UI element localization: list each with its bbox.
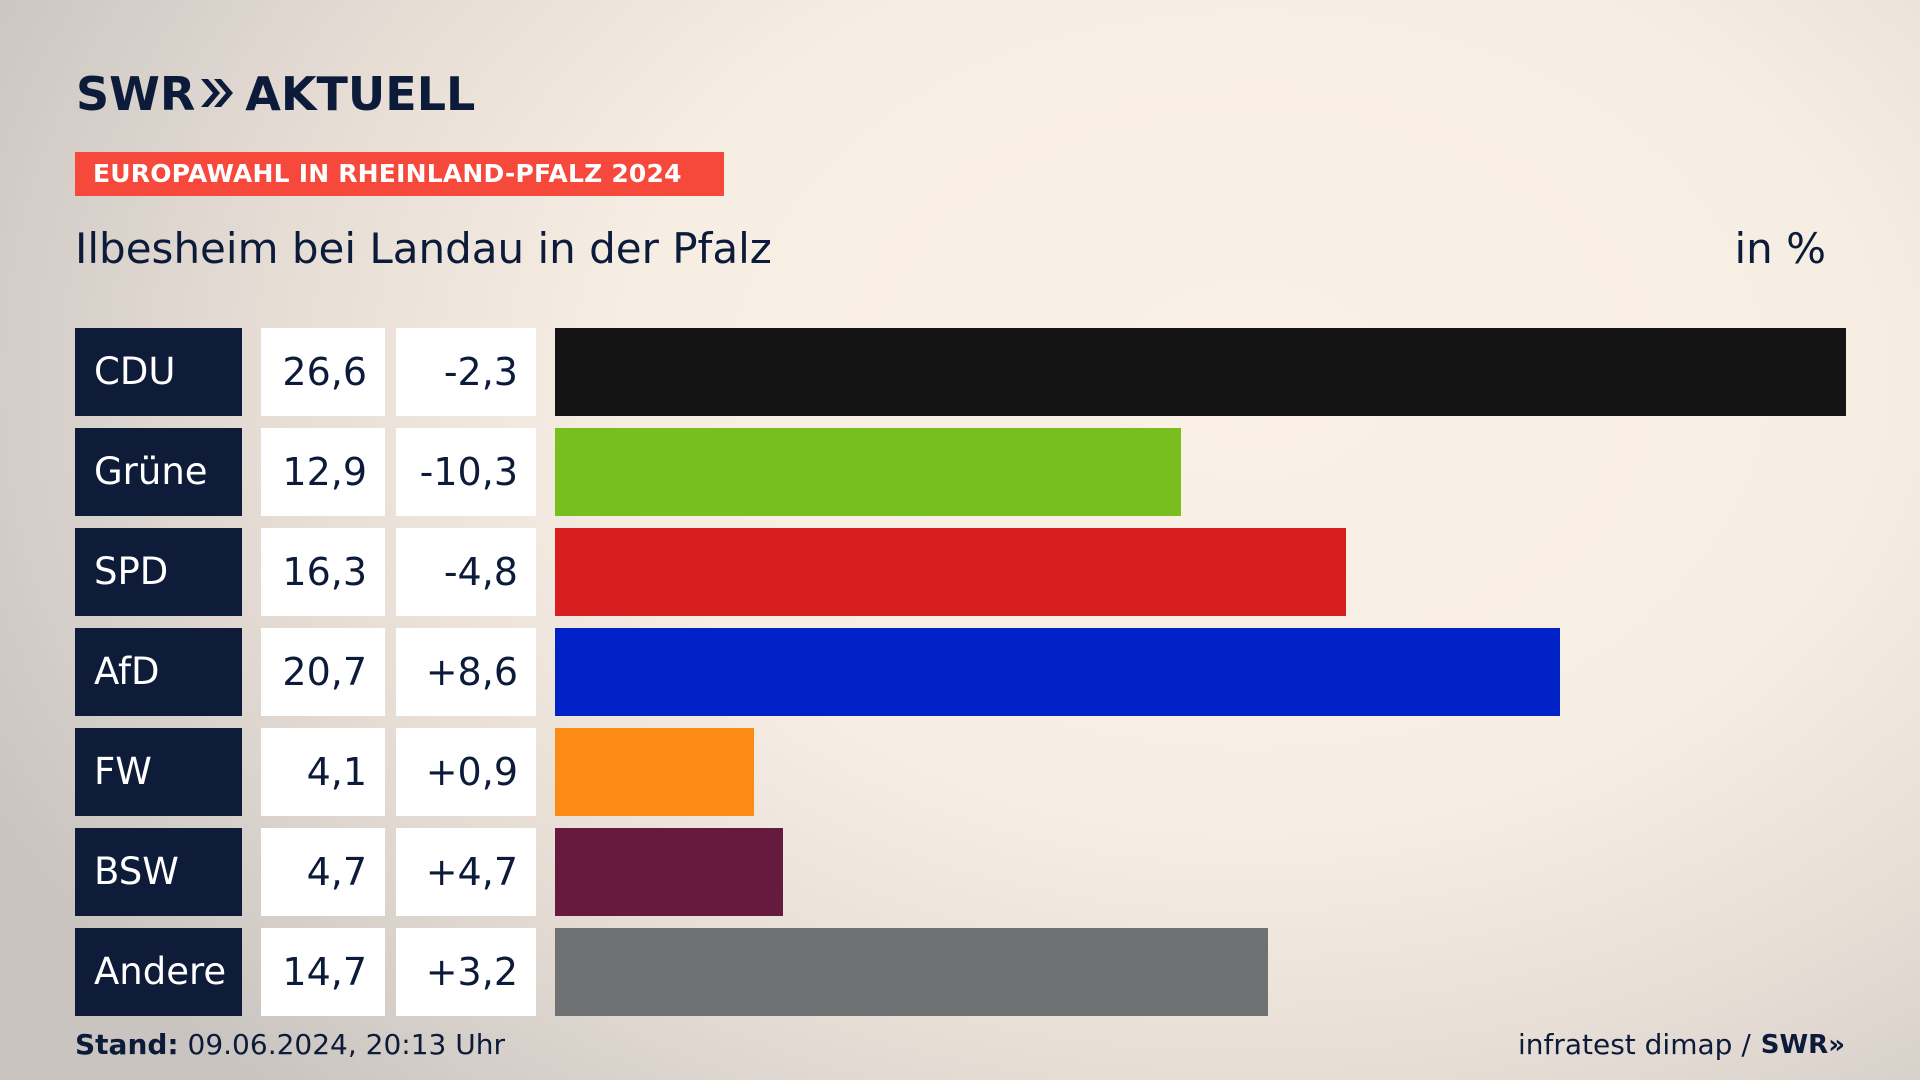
chevron-right-icon [199, 67, 235, 121]
diff-label: +4,7 [396, 828, 536, 916]
value-label: 4,1 [261, 728, 385, 816]
result-row-fw: FW 4,1 +0,9 [75, 728, 1846, 816]
election-tag: EUROPAWAHL IN RHEINLAND-PFALZ 2024 [75, 152, 724, 196]
unit-label: in % [1734, 224, 1826, 273]
bar-fw [555, 728, 754, 816]
diff-label: +3,2 [396, 928, 536, 1016]
stand-value: 09.06.2024, 20:13 Uhr [187, 1028, 505, 1061]
bar-spd [555, 528, 1346, 616]
swr-aktuell-logo: SWR AKTUELL [76, 64, 475, 124]
stand-label: Stand: [75, 1028, 179, 1061]
value-label: 14,7 [261, 928, 385, 1016]
bar-andere [555, 928, 1268, 1016]
party-label: CDU [75, 328, 242, 416]
party-label: AfD [75, 628, 242, 716]
party-label: FW [75, 728, 242, 816]
result-row-bsw: BSW 4,7 +4,7 [75, 828, 1846, 916]
logo-swr-text: SWR [76, 67, 196, 121]
diff-label: -4,8 [396, 528, 536, 616]
party-label: Grüne [75, 428, 242, 516]
value-label: 16,3 [261, 528, 385, 616]
result-row-andere: Andere 14,7 +3,2 [75, 928, 1846, 1016]
value-label: 4,7 [261, 828, 385, 916]
logo-section-text: AKTUELL [245, 67, 476, 121]
source-brand: SWR» [1760, 1029, 1845, 1060]
diff-label: -10,3 [396, 428, 536, 516]
result-row-cdu: CDU 26,6 -2,3 [75, 328, 1846, 416]
diff-label: +8,6 [396, 628, 536, 716]
bar-cdu [555, 328, 1846, 416]
party-label: BSW [75, 828, 242, 916]
source-credit: infratest dimap / SWR» [1518, 1028, 1845, 1061]
value-label: 26,6 [261, 328, 385, 416]
chart-title: Ilbesheim bei Landau in der Pfalz [75, 224, 772, 273]
timestamp: Stand: 09.06.2024, 20:13 Uhr [75, 1028, 505, 1061]
party-label: SPD [75, 528, 242, 616]
diff-label: +0,9 [396, 728, 536, 816]
bar-grüne [555, 428, 1181, 516]
result-row-afd: AfD 20,7 +8,6 [75, 628, 1846, 716]
source-text: infratest dimap / [1517, 1028, 1751, 1061]
result-row-spd: SPD 16,3 -4,8 [75, 528, 1846, 616]
value-label: 12,9 [261, 428, 385, 516]
diff-label: -2,3 [396, 328, 536, 416]
party-label: Andere [75, 928, 242, 1016]
bar-afd [555, 628, 1560, 716]
bar-bsw [555, 828, 783, 916]
value-label: 20,7 [261, 628, 385, 716]
result-row-grüne: Grüne 12,9 -10,3 [75, 428, 1846, 516]
